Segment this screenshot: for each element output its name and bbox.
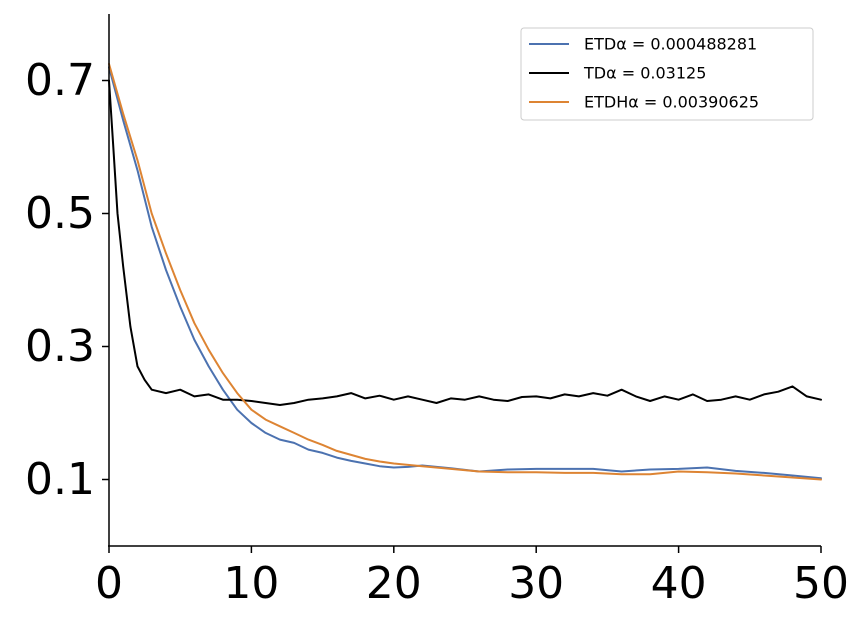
legend-label-1: TDα = 0.03125 — [583, 64, 706, 83]
legend-box — [520, 27, 814, 121]
y-axis: 0.1 0.3 0.5 0.7 — [25, 14, 110, 546]
x-tick-label: 50 — [793, 558, 849, 609]
legend-label-0: ETDα = 0.000488281 — [584, 35, 757, 54]
legend: ETDα = 0.000488281 TDα = 0.03125 ETDHα = 0… — [520, 27, 814, 121]
legend-label-2: ETDHα = 0.00390625 — [584, 93, 759, 112]
y-tick-label: 0.3 — [25, 321, 95, 372]
x-tick-label: 30 — [508, 558, 564, 609]
y-tick-label: 0.1 — [25, 454, 95, 505]
x-tick-label: 20 — [366, 558, 422, 609]
x-tick-label: 10 — [223, 558, 279, 609]
y-tick-label: 0.5 — [25, 188, 95, 239]
series-line-0 — [108, 66, 822, 480]
series-line-2 — [108, 62, 822, 481]
x-tick-label: 40 — [651, 558, 707, 609]
y-tick-label: 0.7 — [25, 55, 95, 106]
x-axis: 0 10 20 30 40 50 — [95, 545, 849, 609]
series-line-1 — [108, 79, 822, 406]
plot-area — [108, 62, 822, 481]
x-tick-label: 0 — [95, 558, 123, 609]
